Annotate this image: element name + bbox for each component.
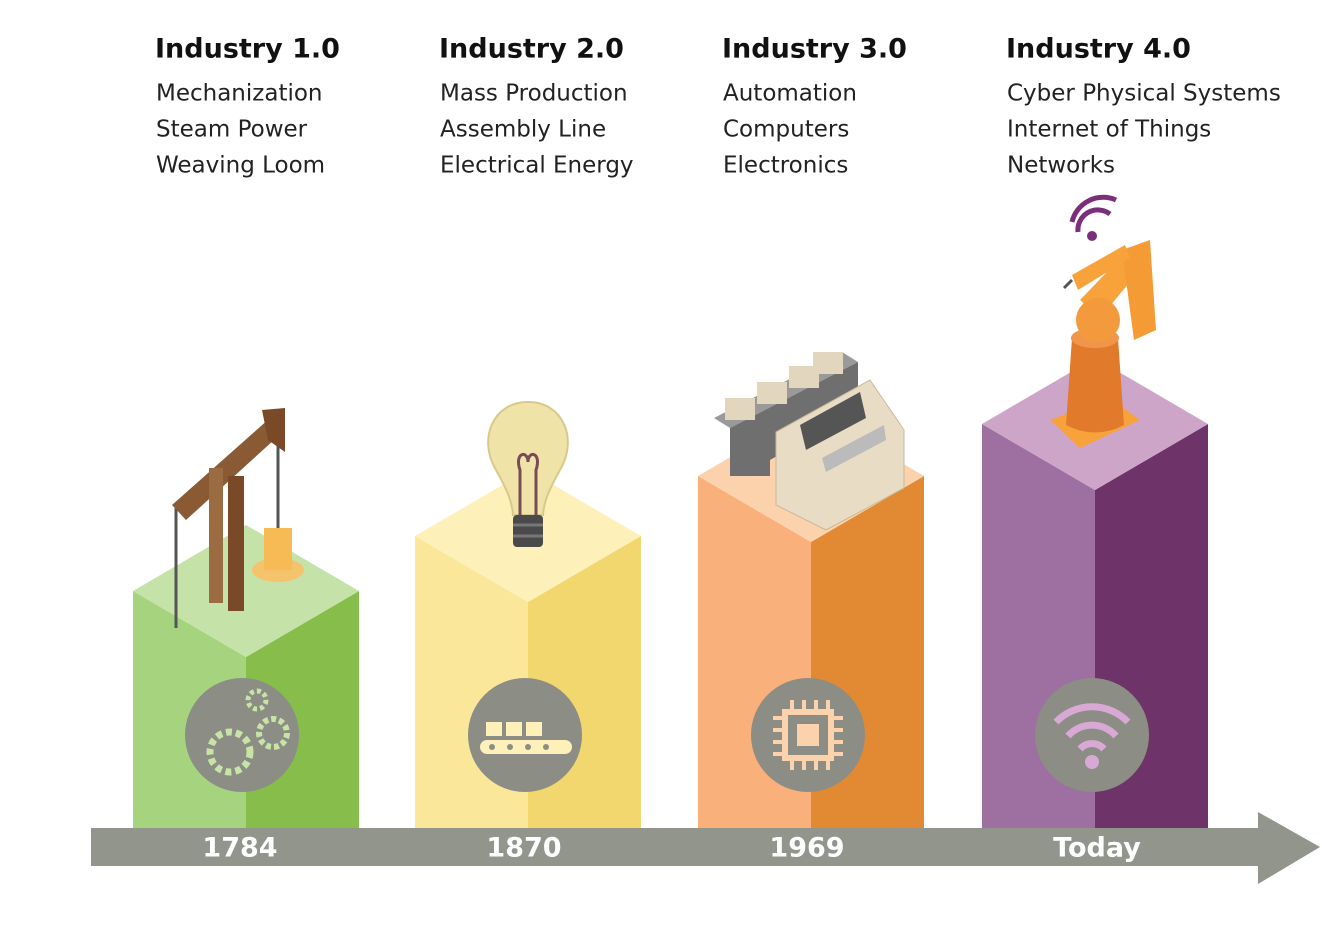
stage-item: Computers [723, 117, 849, 143]
stage-item: Mass Production [440, 81, 628, 107]
stage-item: Internet of Things [1007, 117, 1211, 143]
illustrations [172, 194, 1156, 792]
robot-arm [1050, 194, 1156, 448]
stage-item: Weaving Loom [156, 153, 325, 179]
year-label: 1969 [769, 833, 844, 864]
stage-item: Electronics [723, 153, 848, 179]
stage-item: Cyber Physical Systems [1007, 81, 1281, 107]
gears-icon [185, 678, 299, 792]
stage-title: Industry 3.0 [722, 34, 907, 65]
computer [714, 352, 905, 531]
year-label: 1784 [202, 833, 277, 864]
stage-item: Mechanization [156, 81, 323, 107]
light-bulb [487, 400, 569, 547]
pump-jack [172, 408, 304, 628]
box-top [133, 525, 359, 657]
stage-labels: Industry 1.0 Mechanization Steam Power Weav… [155, 34, 1281, 864]
year-label: 1870 [486, 833, 561, 864]
stage-item: Steam Power [156, 117, 308, 143]
stage-title: Industry 2.0 [439, 34, 624, 65]
timeline-arrow [91, 812, 1320, 884]
stage-item: Electrical Energy [440, 153, 634, 179]
chip-icon [751, 678, 865, 792]
conveyor-icon [468, 678, 582, 792]
wifi-icon [1035, 678, 1149, 792]
stage-item: Automation [723, 81, 857, 107]
stage-item: Assembly Line [440, 117, 606, 143]
stage-title: Industry 1.0 [155, 34, 340, 65]
year-label: Today [1053, 833, 1141, 864]
stage-title: Industry 4.0 [1006, 34, 1191, 65]
stage-item: Networks [1007, 153, 1115, 179]
